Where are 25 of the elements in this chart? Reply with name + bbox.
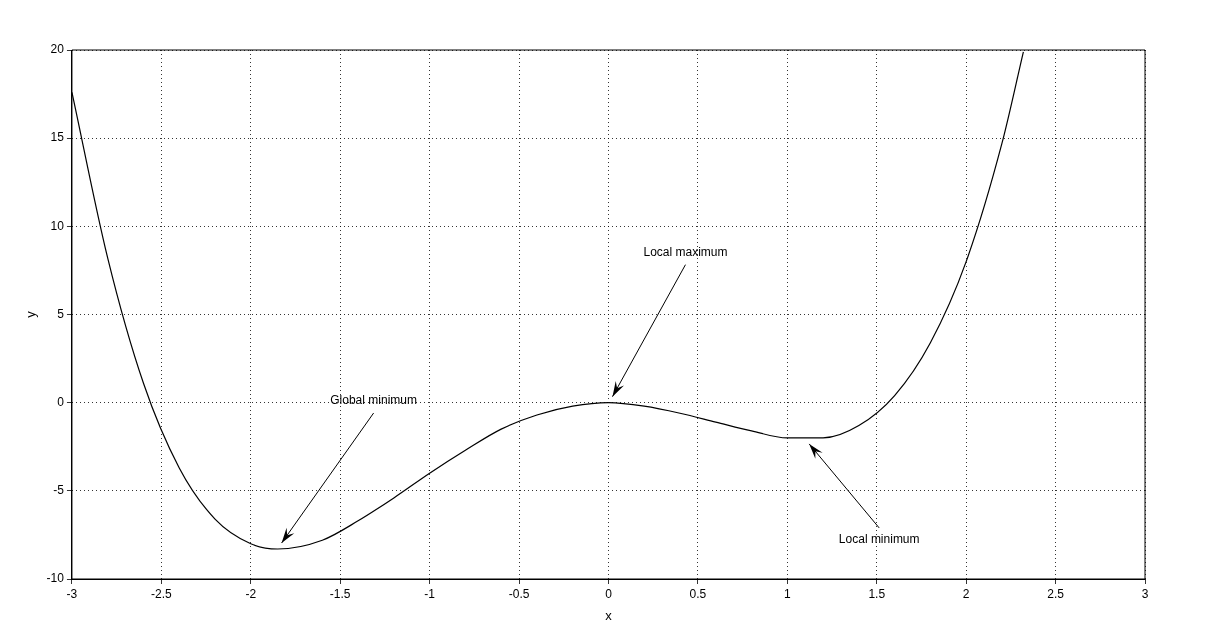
annotation: Global minimum [330, 393, 417, 408]
y-tick-label: -5 [53, 483, 65, 498]
y-tick-label: 5 [57, 306, 65, 321]
x-tick-label: -1.5 [329, 586, 351, 601]
y-tick-label: 0 [57, 394, 65, 409]
x-tick-label: 3 [1141, 586, 1149, 601]
y-tick-label: 20 [50, 42, 65, 57]
annotation: Local minimum [838, 532, 920, 547]
y-tick-label: 10 [50, 218, 65, 233]
x-tick-label: -1 [424, 586, 436, 601]
x-tick-label: 0.5 [689, 586, 707, 601]
x-tick-label: 0 [605, 586, 613, 601]
x-tick-label: -2 [245, 586, 257, 601]
annotation: Local maximum [643, 244, 728, 259]
x-tick-label: -2.5 [151, 586, 173, 601]
x-axis-title: x [605, 607, 613, 623]
x-tick-label: -0.5 [508, 586, 530, 601]
y-axis-title: y [23, 310, 39, 318]
x-tick-label: -3 [66, 586, 78, 601]
y-tick-label: 15 [50, 130, 65, 145]
x-tick-label: 2.5 [1047, 586, 1065, 601]
x-tick-label: 2 [962, 586, 970, 601]
y-tick-label: -10 [46, 571, 65, 586]
x-tick-label: 1.5 [868, 586, 886, 601]
x-tick-label: 1 [783, 586, 791, 601]
